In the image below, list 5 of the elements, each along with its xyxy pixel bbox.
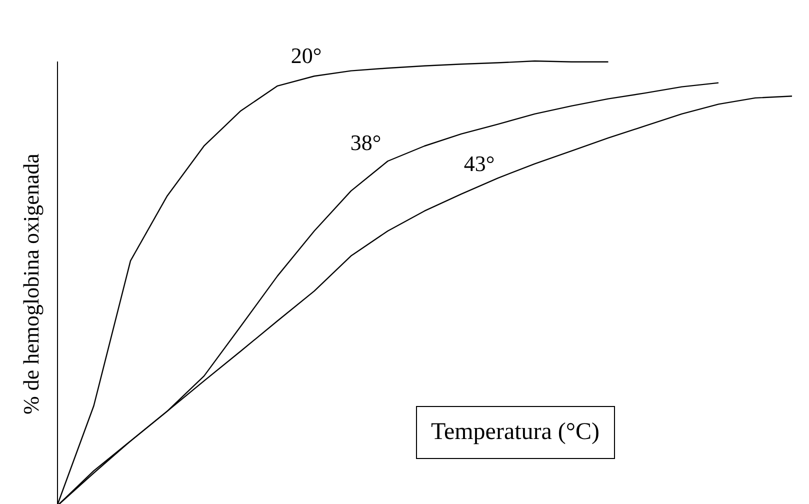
series-label: 20° bbox=[290, 43, 322, 68]
annotation: Temperatura (°C) bbox=[416, 406, 615, 459]
y-axis-title: % de hemoglobina oxigenada bbox=[18, 153, 44, 414]
series-label: 38° bbox=[350, 130, 382, 156]
series-label: 43° bbox=[464, 151, 495, 176]
